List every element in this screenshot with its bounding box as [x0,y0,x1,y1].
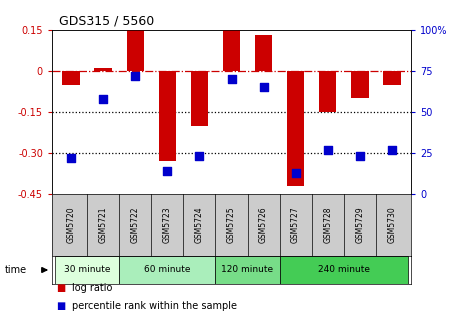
Text: 120 minute: 120 minute [221,265,273,275]
Point [164,168,171,174]
Bar [287,71,304,186]
Point [68,155,75,161]
Bar [55,256,119,284]
Bar [280,256,408,284]
Bar [94,68,112,71]
Point [260,85,267,90]
Bar [255,36,273,71]
Text: GSM5730: GSM5730 [387,207,396,243]
Text: GSM5724: GSM5724 [195,207,204,243]
Text: 30 minute: 30 minute [64,265,110,275]
Text: GSM5725: GSM5725 [227,207,236,243]
Text: ■: ■ [57,283,66,293]
Text: GDS315 / 5560: GDS315 / 5560 [59,14,154,28]
Bar [191,71,208,126]
Text: GSM5720: GSM5720 [67,207,76,243]
Bar [319,71,336,112]
Text: 240 minute: 240 minute [318,265,370,275]
Text: time: time [4,265,26,275]
Text: GSM5728: GSM5728 [323,207,332,243]
Text: GSM5727: GSM5727 [291,207,300,243]
Text: percentile rank within the sample: percentile rank within the sample [72,301,237,311]
Text: GSM5729: GSM5729 [355,207,364,243]
Point [388,147,396,153]
Bar [383,71,401,85]
Bar [158,71,176,161]
Bar [216,256,280,284]
Bar [223,30,240,71]
Text: 60 minute: 60 minute [144,265,191,275]
Bar [119,256,216,284]
Point [100,96,107,101]
Bar [127,30,144,71]
Bar [62,71,80,85]
Point [196,154,203,159]
Point [356,154,363,159]
Point [292,170,299,175]
Text: log ratio: log ratio [72,283,113,293]
Point [228,77,235,82]
Point [132,73,139,79]
Text: GSM5723: GSM5723 [163,207,172,243]
Text: ■: ■ [57,301,66,311]
Text: GSM5721: GSM5721 [99,207,108,243]
Point [324,147,331,153]
Text: GSM5722: GSM5722 [131,207,140,243]
Text: GSM5726: GSM5726 [259,207,268,243]
Bar [351,71,369,98]
